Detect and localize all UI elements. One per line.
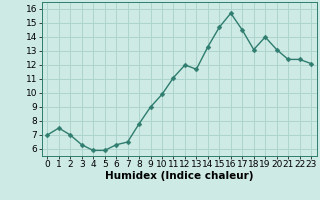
X-axis label: Humidex (Indice chaleur): Humidex (Indice chaleur) [105,171,253,181]
